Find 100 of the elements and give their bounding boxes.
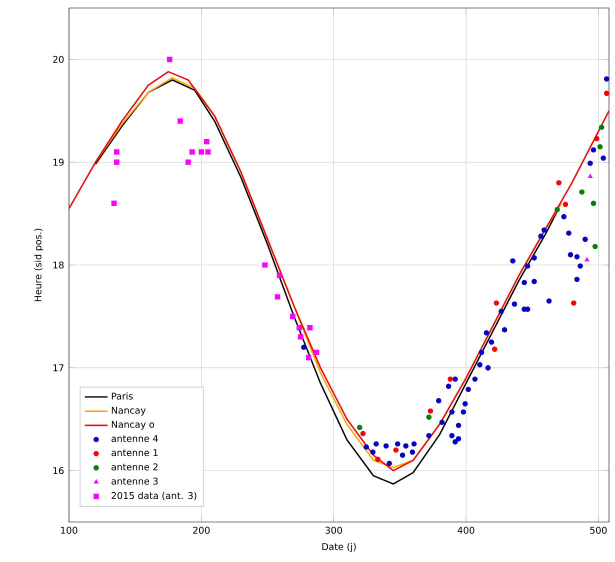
point — [185, 160, 191, 165]
point — [400, 452, 406, 458]
point — [356, 424, 362, 430]
point — [488, 339, 494, 345]
point — [477, 362, 482, 368]
x-axis-title: Date (j) — [322, 542, 356, 552]
point — [314, 350, 320, 356]
point — [554, 206, 560, 212]
legend-label: antenne 1 — [112, 449, 158, 456]
point — [446, 384, 452, 389]
point — [460, 409, 466, 415]
x-tick-label: 300 — [326, 526, 342, 534]
point — [588, 160, 593, 166]
point — [485, 365, 491, 370]
point — [198, 149, 204, 155]
point — [566, 230, 572, 236]
point — [439, 420, 445, 425]
point — [189, 149, 195, 155]
point — [472, 376, 478, 382]
legend-label: antenne 2 — [112, 463, 158, 470]
point — [466, 386, 471, 392]
point — [360, 430, 366, 436]
point — [524, 263, 530, 269]
point — [538, 234, 544, 239]
point — [301, 344, 306, 350]
point — [582, 236, 588, 242]
legend-label: 2015 data (ant. 3) — [112, 492, 196, 500]
point — [498, 308, 504, 314]
y-tick-label: 20 — [53, 56, 64, 63]
point — [561, 214, 567, 220]
point — [456, 436, 462, 442]
point — [403, 443, 409, 449]
point — [578, 263, 583, 269]
point — [426, 432, 432, 438]
point — [375, 456, 380, 462]
point — [590, 200, 596, 206]
x-tick-label: 100 — [61, 526, 78, 534]
y-tick-label: 18 — [53, 261, 64, 269]
point — [276, 272, 282, 278]
legend-label: Nancay o — [112, 420, 154, 430]
point — [478, 350, 484, 356]
point — [522, 280, 527, 286]
point — [449, 409, 455, 415]
point — [598, 124, 604, 130]
point — [298, 334, 304, 340]
point — [449, 432, 455, 438]
legend-label: Nancay — [112, 406, 146, 416]
x-tick-label: 400 — [458, 526, 474, 534]
point — [484, 330, 490, 336]
point — [590, 147, 596, 153]
point — [512, 301, 518, 307]
y-tick-label: 19 — [53, 158, 64, 166]
point — [492, 346, 498, 352]
point — [114, 149, 120, 155]
point — [532, 278, 537, 284]
point — [394, 441, 400, 447]
point — [374, 441, 379, 447]
point — [166, 56, 172, 62]
point — [436, 398, 442, 404]
point — [562, 202, 568, 208]
point — [510, 258, 516, 264]
point — [594, 136, 600, 142]
point — [462, 401, 468, 406]
point — [574, 254, 580, 260]
point — [570, 300, 576, 306]
point — [364, 444, 369, 450]
point — [588, 174, 593, 178]
point — [411, 441, 417, 447]
point — [410, 449, 416, 455]
point — [178, 118, 183, 124]
point — [556, 180, 562, 186]
point — [290, 314, 296, 320]
point — [393, 447, 399, 453]
point — [600, 155, 606, 161]
point — [579, 189, 585, 195]
point — [597, 144, 603, 150]
point — [274, 294, 280, 300]
point — [428, 408, 434, 414]
point — [386, 460, 392, 466]
legend-label: antenne 3 — [112, 478, 158, 485]
point — [532, 255, 537, 260]
y-axis-title: Heure (sid pos.) — [34, 228, 44, 302]
point — [456, 422, 462, 428]
point — [494, 300, 500, 306]
point — [452, 376, 458, 382]
point — [592, 244, 598, 250]
x-tick-label: 200 — [193, 526, 210, 534]
point — [307, 325, 313, 330]
legend-label: antenne 4 — [112, 435, 158, 442]
y-tick-label: 17 — [53, 364, 64, 372]
point — [111, 200, 117, 206]
x-tick-label: 500 — [590, 526, 607, 534]
point — [426, 414, 432, 420]
point — [452, 439, 458, 444]
point — [584, 257, 590, 262]
point — [306, 354, 312, 360]
point — [370, 449, 376, 455]
point — [448, 376, 453, 382]
point — [383, 443, 389, 449]
legend-label: Paris — [112, 392, 133, 400]
